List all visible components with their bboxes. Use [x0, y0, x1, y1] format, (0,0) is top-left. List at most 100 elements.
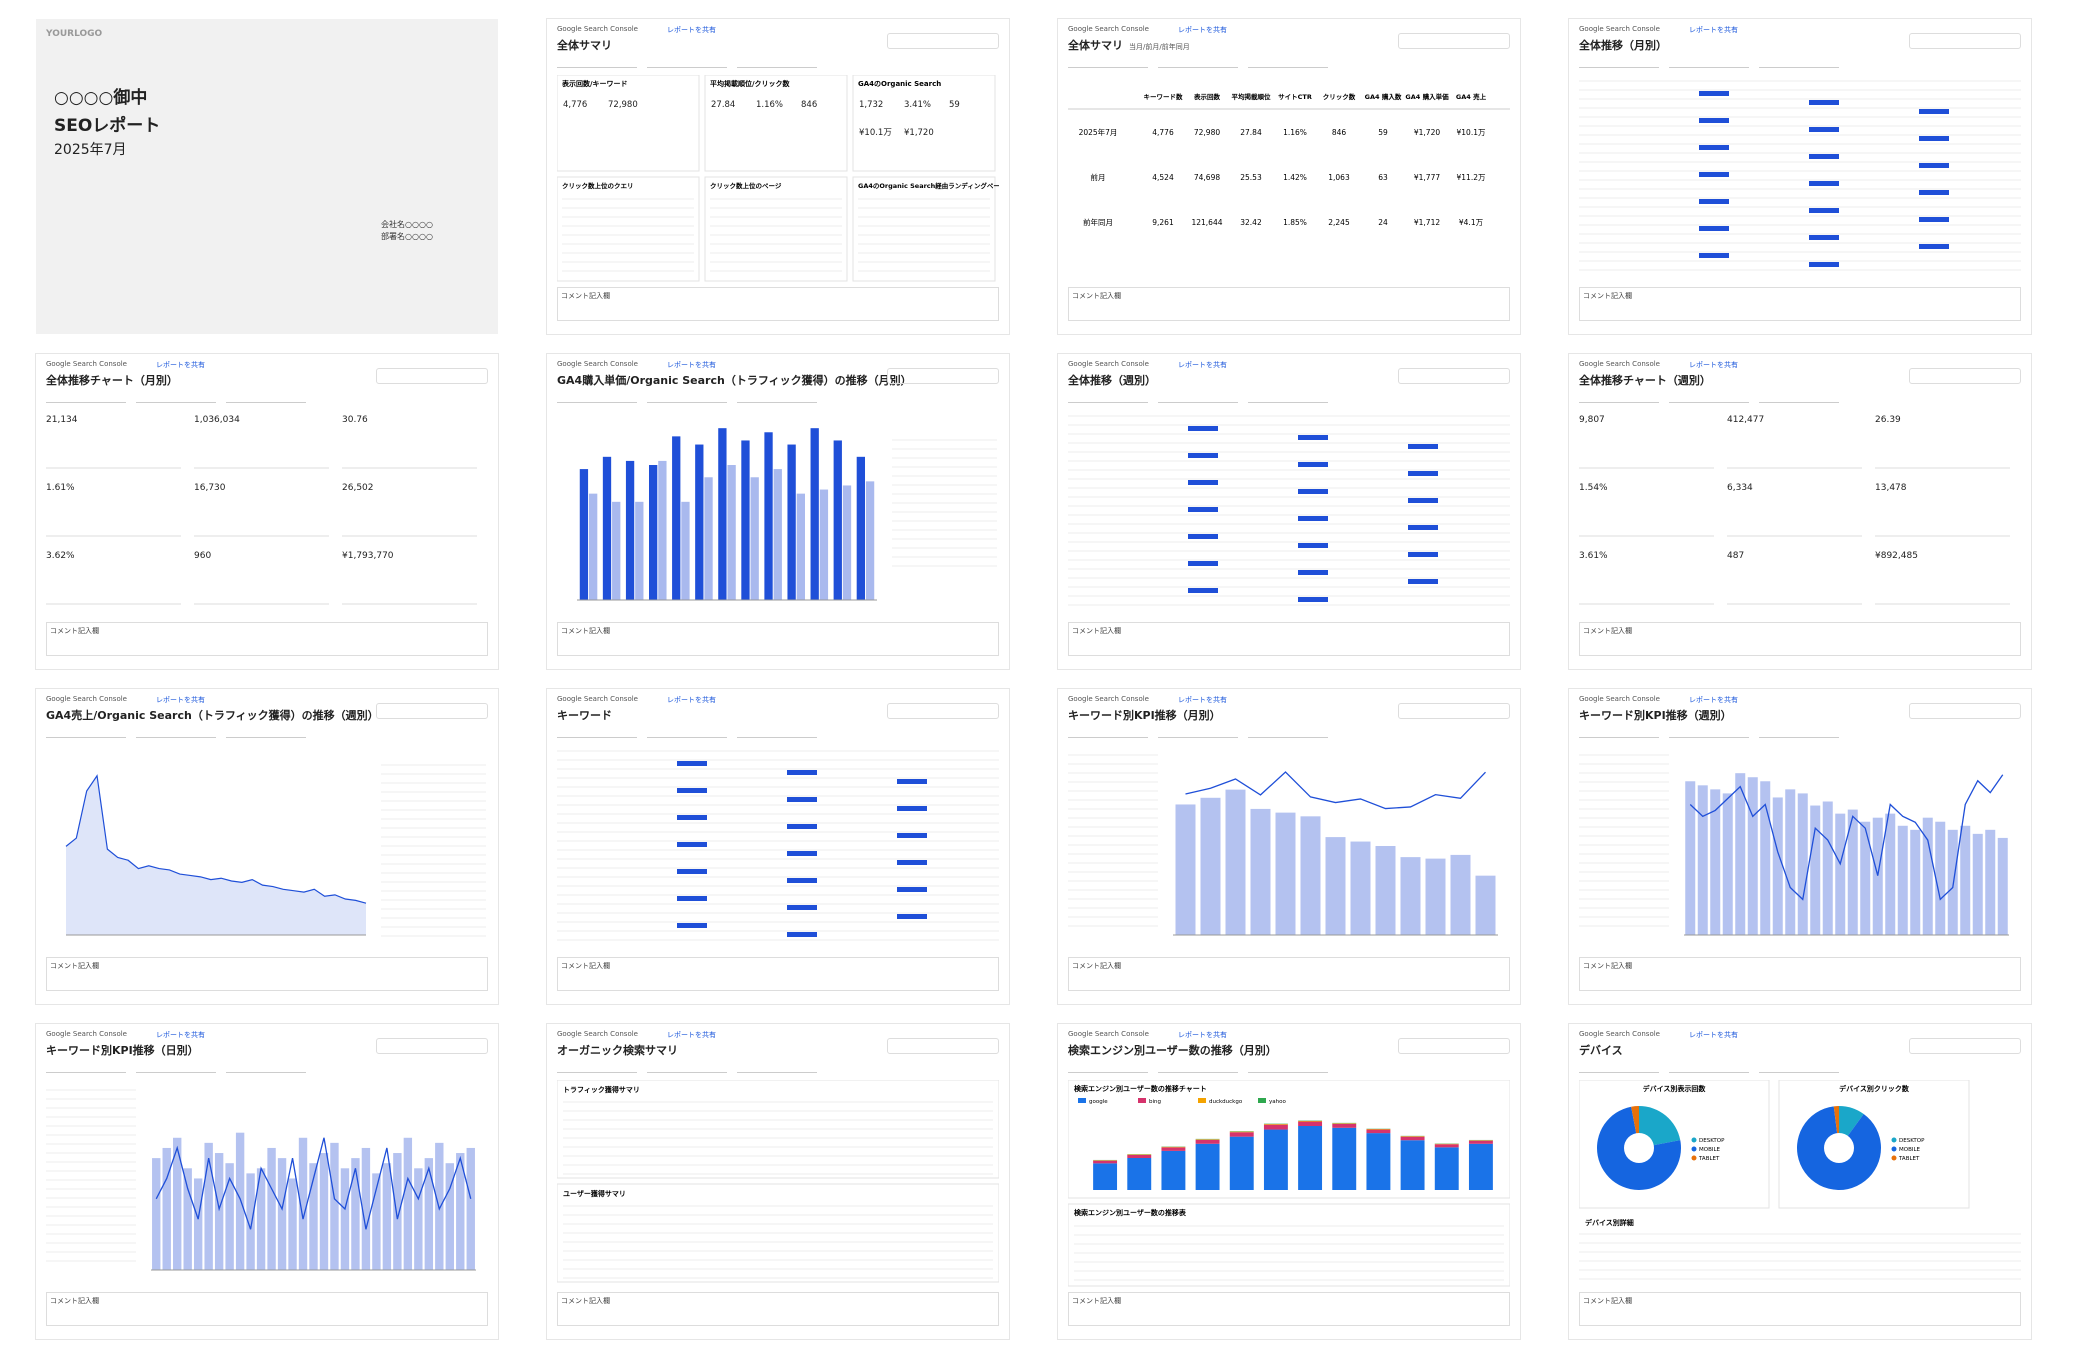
kpi-value: 72,980	[608, 100, 638, 110]
share-link[interactable]: レポートを共有	[1178, 26, 1227, 34]
filter[interactable]	[557, 394, 637, 403]
date-picker[interactable]	[887, 1038, 999, 1054]
bar-segment	[1298, 1120, 1323, 1122]
filter[interactable]	[1759, 59, 1839, 68]
filter[interactable]	[1579, 1064, 1659, 1073]
date-picker[interactable]	[887, 368, 999, 384]
filter[interactable]	[226, 394, 306, 403]
filter[interactable]	[1248, 394, 1328, 403]
bar-cell	[1188, 561, 1218, 566]
date-picker[interactable]	[1909, 368, 2021, 384]
filter[interactable]	[737, 729, 817, 738]
filter[interactable]	[1579, 394, 1659, 403]
share-link[interactable]: レポートを共有	[1689, 696, 1738, 704]
date-picker[interactable]	[1398, 33, 1510, 49]
filter[interactable]	[1068, 729, 1148, 738]
filter[interactable]	[1068, 1064, 1148, 1073]
filter[interactable]	[1759, 394, 1839, 403]
share-link[interactable]: レポートを共有	[667, 361, 716, 369]
filter[interactable]	[1248, 1064, 1328, 1073]
share-link[interactable]: レポートを共有	[156, 696, 205, 704]
comment-box: コメント記入欄	[557, 1292, 999, 1326]
filter[interactable]	[46, 1064, 126, 1073]
comment-box: コメント記入欄	[1068, 957, 1510, 991]
share-link[interactable]: レポートを共有	[1178, 361, 1227, 369]
date-picker[interactable]	[887, 33, 999, 49]
bar-cell	[1699, 226, 1729, 231]
filter[interactable]	[1068, 394, 1148, 403]
filter[interactable]	[1669, 394, 1749, 403]
share-link[interactable]: レポートを共有	[667, 1031, 716, 1039]
share-link[interactable]: レポートを共有	[667, 696, 716, 704]
filter[interactable]	[1158, 729, 1238, 738]
legend-swatch	[1258, 1098, 1266, 1103]
filter[interactable]	[1669, 729, 1749, 738]
filter[interactable]	[1669, 59, 1749, 68]
filter[interactable]	[1158, 394, 1238, 403]
bar	[403, 1137, 413, 1270]
filter[interactable]	[647, 1064, 727, 1073]
date-picker[interactable]	[1909, 1038, 2021, 1054]
legend-dot	[1691, 1155, 1697, 1161]
filter[interactable]	[737, 59, 817, 68]
date-picker[interactable]	[887, 703, 999, 719]
row-label: 2025年7月	[1079, 127, 1118, 137]
line	[155, 1137, 472, 1230]
filter[interactable]	[1158, 59, 1238, 68]
filter[interactable]	[1759, 1064, 1839, 1073]
share-link[interactable]: レポートを共有	[1178, 696, 1227, 704]
column-header: GA4 購入単価	[1405, 92, 1449, 101]
share-link[interactable]: レポートを共有	[1689, 26, 1738, 34]
bar	[298, 1137, 308, 1270]
date-picker[interactable]	[1909, 703, 2021, 719]
share-link[interactable]: レポートを共有	[1689, 361, 1738, 369]
filter[interactable]	[647, 394, 727, 403]
cell: ¥1,720	[1414, 128, 1440, 137]
share-link[interactable]: レポートを共有	[156, 1031, 205, 1039]
date-picker[interactable]	[376, 703, 488, 719]
filter[interactable]	[647, 729, 727, 738]
filter[interactable]	[1158, 1064, 1238, 1073]
cell: 25.53	[1240, 173, 1262, 182]
share-link[interactable]: レポートを共有	[1178, 1031, 1227, 1039]
bar-cell	[1188, 480, 1218, 485]
bar	[1697, 785, 1708, 935]
filter[interactable]	[647, 59, 727, 68]
filter[interactable]	[737, 1064, 817, 1073]
page-title: キーワード	[557, 709, 612, 722]
bar-cell	[1408, 525, 1438, 530]
date-picker[interactable]	[1909, 33, 2021, 49]
source: Google Search Console	[46, 1030, 127, 1038]
filter[interactable]	[1248, 59, 1328, 68]
filter[interactable]	[136, 394, 216, 403]
date-picker[interactable]	[376, 1038, 488, 1054]
filter[interactable]	[136, 729, 216, 738]
filter[interactable]	[557, 59, 637, 68]
filter[interactable]	[557, 1064, 637, 1073]
bar-cell	[1809, 208, 1839, 213]
comment-box: コメント記入欄	[1579, 287, 2021, 321]
filter[interactable]	[46, 729, 126, 738]
filter[interactable]	[46, 394, 126, 403]
filter[interactable]	[737, 394, 817, 403]
comment-box: コメント記入欄	[1068, 287, 1510, 321]
date-picker[interactable]	[1398, 368, 1510, 384]
filter[interactable]	[1669, 1064, 1749, 1073]
filter[interactable]	[557, 729, 637, 738]
filter[interactable]	[226, 1064, 306, 1073]
filter[interactable]	[1759, 729, 1839, 738]
filter[interactable]	[1248, 729, 1328, 738]
filter[interactable]	[1579, 729, 1659, 738]
share-link[interactable]: レポートを共有	[1689, 1031, 1738, 1039]
date-picker[interactable]	[376, 368, 488, 384]
bar-cell	[677, 788, 707, 793]
bar-cell	[787, 878, 817, 883]
share-link[interactable]: レポートを共有	[156, 361, 205, 369]
share-link[interactable]: レポートを共有	[667, 26, 716, 34]
date-picker[interactable]	[1398, 703, 1510, 719]
date-picker[interactable]	[1398, 1038, 1510, 1054]
filter[interactable]	[1068, 59, 1148, 68]
filter[interactable]	[136, 1064, 216, 1073]
filter[interactable]	[1579, 59, 1659, 68]
filter[interactable]	[226, 729, 306, 738]
